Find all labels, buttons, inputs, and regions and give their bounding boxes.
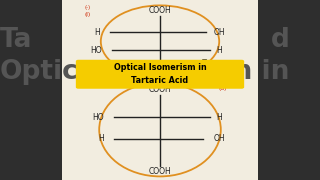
Text: d: d <box>270 27 289 53</box>
Text: HO: HO <box>90 46 102 55</box>
Text: ism in: ism in <box>200 59 289 85</box>
Text: H: H <box>216 46 222 55</box>
Text: COOH: COOH <box>148 6 172 15</box>
Text: COOH: COOH <box>148 86 172 94</box>
FancyBboxPatch shape <box>76 60 244 89</box>
Text: Optic: Optic <box>0 59 79 85</box>
Text: H: H <box>98 134 104 143</box>
Text: COOH: COOH <box>148 166 172 176</box>
Text: HO: HO <box>92 112 103 122</box>
Text: (l): (l) <box>85 12 91 17</box>
Text: H: H <box>95 28 100 37</box>
Text: Ta: Ta <box>0 27 33 53</box>
Text: Optical Isomerism in
Tartaric Acid: Optical Isomerism in Tartaric Acid <box>114 64 206 85</box>
Text: (+): (+) <box>218 78 227 84</box>
Text: OH: OH <box>213 134 225 143</box>
Text: OH: OH <box>213 28 225 37</box>
Text: (d): (d) <box>218 86 227 91</box>
Text: (-): (-) <box>85 5 91 10</box>
Bar <box>62 0 258 180</box>
Text: H: H <box>216 112 222 122</box>
Text: COOH: COOH <box>148 68 172 76</box>
